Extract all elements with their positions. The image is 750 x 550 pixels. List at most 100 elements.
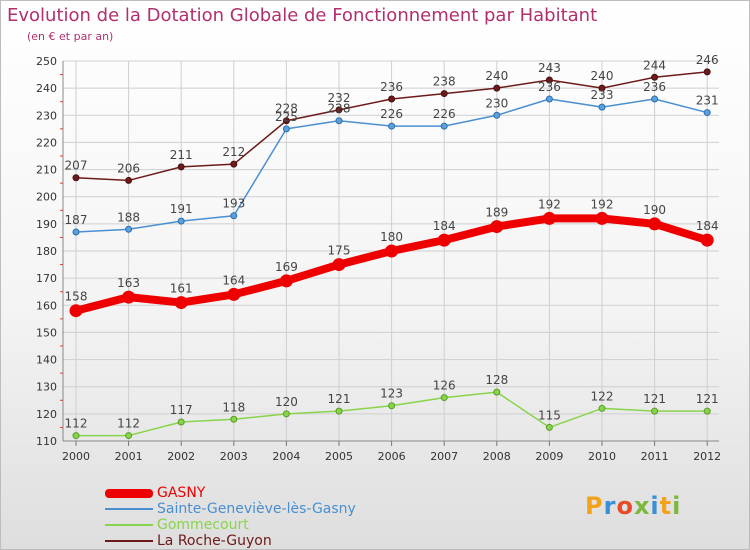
data-point — [282, 125, 290, 133]
logo-letter: t — [659, 492, 673, 520]
data-point — [648, 217, 662, 231]
data-point — [230, 160, 238, 168]
data-point — [493, 388, 501, 396]
y-tick-label: 190 — [36, 218, 57, 231]
y-tick-label: 230 — [36, 109, 57, 122]
chart-subtitle: (en € et par an) — [27, 30, 114, 43]
data-label: 117 — [170, 403, 193, 417]
data-label: 175 — [328, 244, 351, 258]
y-tick-label: 180 — [36, 245, 57, 258]
legend-label: La Roche-Guyon — [157, 533, 272, 549]
y-tick-label: 250 — [36, 55, 57, 68]
data-point — [125, 176, 133, 184]
x-tick-label: 2001 — [115, 450, 143, 463]
data-label: 231 — [696, 94, 719, 108]
data-label: 187 — [65, 213, 88, 227]
data-label: 158 — [65, 290, 88, 304]
data-point — [437, 233, 451, 247]
data-label: 163 — [117, 276, 140, 290]
data-label: 246 — [696, 53, 719, 67]
data-point — [332, 258, 346, 272]
data-point — [335, 106, 343, 114]
x-tick-label: 2010 — [588, 450, 616, 463]
data-label: 226 — [433, 107, 456, 121]
data-labels: 158 163 161 164 169 175 180 184 189 192 192 190 184 1… — [65, 53, 719, 431]
data-point — [230, 212, 238, 220]
data-label: 190 — [643, 203, 666, 217]
data-label: 238 — [433, 75, 456, 89]
data-label: 115 — [538, 408, 561, 422]
x-tick-label: 2006 — [378, 450, 406, 463]
data-point — [493, 111, 501, 119]
data-point — [72, 432, 80, 440]
x-tick-label: 2005 — [325, 450, 353, 463]
series-lines — [69, 68, 714, 440]
data-point — [651, 73, 659, 81]
data-label: 128 — [485, 373, 508, 387]
logo-letter: i — [650, 492, 660, 520]
data-point — [598, 404, 606, 412]
data-point — [388, 122, 396, 130]
data-label: 123 — [380, 387, 403, 401]
data-label: 112 — [117, 417, 140, 431]
x-tick-label: 2011 — [641, 450, 669, 463]
data-label: 188 — [117, 210, 140, 224]
axes: 110 120 130 140 150 160 170 180 190 200 210 220 230 2… — [36, 55, 721, 463]
data-point — [651, 95, 659, 103]
data-label: 211 — [170, 148, 193, 162]
data-point — [388, 95, 396, 103]
data-point — [335, 407, 343, 415]
data-label: 184 — [433, 219, 456, 233]
legend-item-sainte-genevieve: Sainte-Geneviève-lès-Gasny — [105, 501, 356, 517]
data-label: 228 — [275, 102, 298, 116]
data-label: 192 — [538, 197, 561, 211]
data-point — [177, 418, 185, 426]
data-label: 236 — [380, 80, 403, 94]
legend-label: GASNY — [157, 485, 206, 501]
data-point — [122, 290, 136, 304]
x-tick-label: 2009 — [535, 450, 563, 463]
x-tick-label: 2004 — [272, 450, 300, 463]
data-label: 169 — [275, 260, 298, 274]
legend-item-gommecourt: Gommecourt — [105, 517, 356, 533]
legend: GASNY Sainte-Geneviève-lès-Gasny Gommeco… — [105, 485, 356, 549]
y-tick-label: 110 — [36, 435, 57, 448]
data-point — [69, 304, 83, 318]
data-point — [651, 407, 659, 415]
data-label: 180 — [380, 230, 403, 244]
legend-item-la-roche-guyon: La Roche-Guyon — [105, 533, 356, 549]
logo-letter: x — [633, 492, 651, 520]
data-label: 189 — [485, 206, 508, 220]
data-point — [282, 410, 290, 418]
data-point — [440, 394, 448, 402]
data-point — [598, 84, 606, 92]
y-tick-label: 240 — [36, 82, 57, 95]
data-point — [598, 103, 606, 111]
data-label: 232 — [328, 91, 351, 105]
data-point — [125, 432, 133, 440]
data-point — [174, 296, 188, 310]
legend-swatch — [105, 508, 153, 510]
data-label: 212 — [222, 145, 245, 159]
data-point — [177, 163, 185, 171]
data-point — [545, 76, 553, 84]
data-label: 240 — [591, 69, 614, 83]
data-point — [72, 174, 80, 182]
x-tick-label: 2012 — [693, 450, 721, 463]
data-label: 193 — [222, 197, 245, 211]
data-label: 161 — [170, 282, 193, 296]
data-point — [385, 244, 399, 258]
chart-title: Evolution de la Dotation Globale de Fonc… — [7, 5, 598, 26]
data-point — [335, 117, 343, 125]
y-tick-label: 120 — [36, 408, 57, 421]
legend-item-gasny: GASNY — [105, 485, 356, 501]
y-tick-label: 200 — [36, 191, 57, 204]
data-point — [227, 287, 241, 301]
y-tick-label: 140 — [36, 354, 57, 367]
y-tick-label: 170 — [36, 272, 57, 285]
data-label: 120 — [275, 395, 298, 409]
data-label: 121 — [643, 392, 666, 406]
data-label: 121 — [328, 392, 351, 406]
